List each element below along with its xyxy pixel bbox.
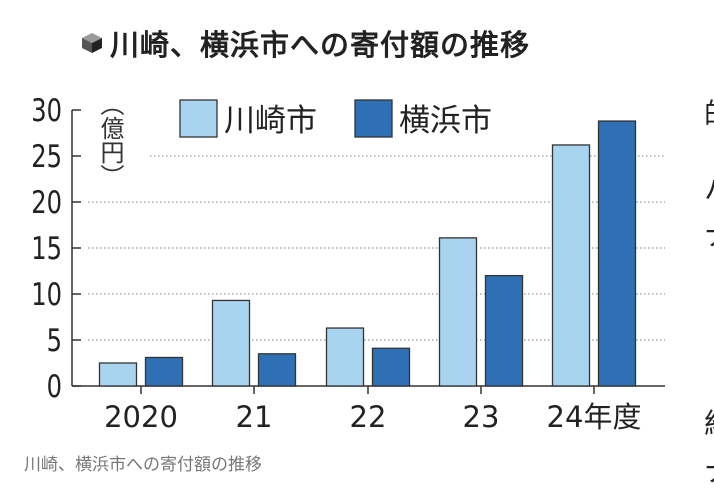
y-tick-label: 10 <box>31 276 62 313</box>
bar-yokohama <box>371 347 411 387</box>
chart-title-text: 川崎、横浜市への寄付額の推移 <box>110 28 531 62</box>
article-text-fragment: 紀 <box>704 402 714 442</box>
bar-yokohama <box>597 120 637 387</box>
bar-kawasaki <box>325 327 365 387</box>
x-tick-label: 23 <box>463 400 500 434</box>
article-text-fragment: ナ <box>704 450 714 490</box>
cube-icon <box>82 33 102 53</box>
unit-label: （億円） <box>96 92 124 188</box>
y-tick-label: 15 <box>31 230 62 267</box>
article-text-fragment: ナ <box>704 214 714 254</box>
y-tick-label: 30 <box>31 92 62 129</box>
bar-kawasaki <box>98 362 138 387</box>
caption: 川崎、横浜市への寄付額の推移 <box>24 455 262 475</box>
article-text-fragment: ハ <box>704 168 714 208</box>
bar-yokohama <box>257 353 297 387</box>
bar-kawasaki <box>438 237 478 387</box>
chart-title: 川崎、横浜市への寄付額の推移 <box>80 22 530 64</box>
y-tick-label: 20 <box>31 184 62 221</box>
bar-yokohama <box>144 356 184 387</box>
legend-label: 川崎市 <box>224 103 317 139</box>
legend-swatch <box>179 99 218 138</box>
article-text-fragment: 的 <box>704 92 714 132</box>
x-tick-label: 2020 <box>104 400 178 434</box>
y-tick-label: 0 <box>47 368 62 405</box>
x-tick-label: 21 <box>236 400 273 434</box>
bar-yokohama <box>484 274 524 387</box>
y-tick-label: 25 <box>31 138 62 175</box>
x-tick-label: 22 <box>350 400 387 434</box>
y-tick-label: 5 <box>47 322 62 359</box>
bar-kawasaki <box>211 299 251 387</box>
bar-chart: 0 5 10 15 20 25 30 2020 21 22 23 24年度 川崎市 横浜市 <box>31 92 665 434</box>
legend-label: 横浜市 <box>399 103 492 139</box>
bar-kawasaki <box>551 144 591 387</box>
x-tick-label: 24年度 <box>547 400 642 434</box>
legend-swatch <box>354 99 393 138</box>
